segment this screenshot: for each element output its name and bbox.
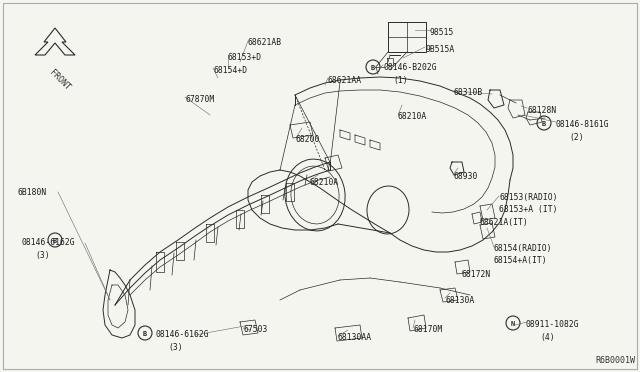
Text: 6B180N: 6B180N xyxy=(18,188,47,197)
Text: 98515: 98515 xyxy=(430,28,454,37)
Text: 68621AA: 68621AA xyxy=(328,76,362,85)
Text: 67503: 67503 xyxy=(243,325,268,334)
Text: 68210A: 68210A xyxy=(310,178,339,187)
Text: 68200: 68200 xyxy=(296,135,321,144)
Text: (3): (3) xyxy=(35,251,50,260)
Text: 08146-8161G: 08146-8161G xyxy=(556,120,610,129)
Text: 68153+A (IT): 68153+A (IT) xyxy=(499,205,557,214)
Text: (1): (1) xyxy=(393,76,408,85)
Text: 08911-1082G: 08911-1082G xyxy=(525,320,579,329)
Text: 68172N: 68172N xyxy=(462,270,492,279)
Text: B: B xyxy=(542,121,546,127)
Text: 68621A(IT): 68621A(IT) xyxy=(480,218,529,227)
Text: R6B0001W: R6B0001W xyxy=(595,356,635,365)
Text: 68154(RADIO): 68154(RADIO) xyxy=(494,244,552,253)
Text: 68621AB: 68621AB xyxy=(248,38,282,47)
Text: B: B xyxy=(53,238,57,244)
Text: 9B515A: 9B515A xyxy=(425,45,454,54)
Text: 68170M: 68170M xyxy=(413,325,442,334)
Text: 68310B: 68310B xyxy=(454,88,483,97)
Text: 08146-6162G: 08146-6162G xyxy=(22,238,76,247)
Text: 67870M: 67870M xyxy=(185,95,214,104)
Text: FRONT: FRONT xyxy=(48,68,72,92)
Text: (4): (4) xyxy=(540,333,555,342)
Text: 68154+D: 68154+D xyxy=(213,66,247,75)
Text: 08146-6162G: 08146-6162G xyxy=(155,330,209,339)
Text: 68128N: 68128N xyxy=(527,106,556,115)
Text: (3): (3) xyxy=(168,343,182,352)
Text: 68153(RADIO): 68153(RADIO) xyxy=(499,193,557,202)
Text: 68930: 68930 xyxy=(453,172,477,181)
Text: 08146-B202G: 08146-B202G xyxy=(383,63,436,72)
Text: 68154+A(IT): 68154+A(IT) xyxy=(494,256,548,265)
Text: 68130AA: 68130AA xyxy=(338,333,372,342)
Text: 68153+D: 68153+D xyxy=(228,53,262,62)
Text: 68130A: 68130A xyxy=(445,296,474,305)
Text: (2): (2) xyxy=(569,133,584,142)
Text: B: B xyxy=(143,331,147,337)
Text: B: B xyxy=(371,65,375,71)
Text: 68210A: 68210A xyxy=(398,112,428,121)
Text: N: N xyxy=(511,321,515,327)
